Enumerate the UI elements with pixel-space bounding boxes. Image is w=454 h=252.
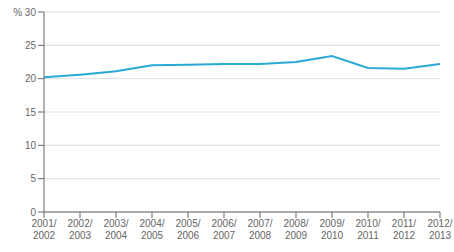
svg-text:2003/2004: 2003/2004 xyxy=(103,218,128,241)
svg-text:2007/2008: 2007/2008 xyxy=(247,218,272,241)
svg-text:% 30: % 30 xyxy=(13,7,36,18)
svg-text:10: 10 xyxy=(25,140,37,151)
svg-text:2004/2005: 2004/2005 xyxy=(139,218,164,241)
svg-text:5: 5 xyxy=(30,173,36,184)
svg-text:0: 0 xyxy=(30,207,36,218)
svg-text:2009/2010: 2009/2010 xyxy=(319,218,344,241)
svg-text:2002/2003: 2002/2003 xyxy=(67,218,92,241)
svg-text:25: 25 xyxy=(25,40,37,51)
svg-text:2001/2002: 2001/2002 xyxy=(31,218,56,241)
svg-text:15: 15 xyxy=(25,107,37,118)
svg-text:2010/2011: 2010/2011 xyxy=(355,218,380,241)
svg-text:2005/2006: 2005/2006 xyxy=(175,218,200,241)
svg-text:20: 20 xyxy=(25,73,37,84)
svg-text:2011/2012: 2011/2012 xyxy=(392,218,417,241)
svg-text:2006/2007: 2006/2007 xyxy=(211,218,236,241)
svg-text:2008/2009: 2008/2009 xyxy=(283,218,308,241)
svg-text:2012/2013: 2012/2013 xyxy=(427,218,452,241)
